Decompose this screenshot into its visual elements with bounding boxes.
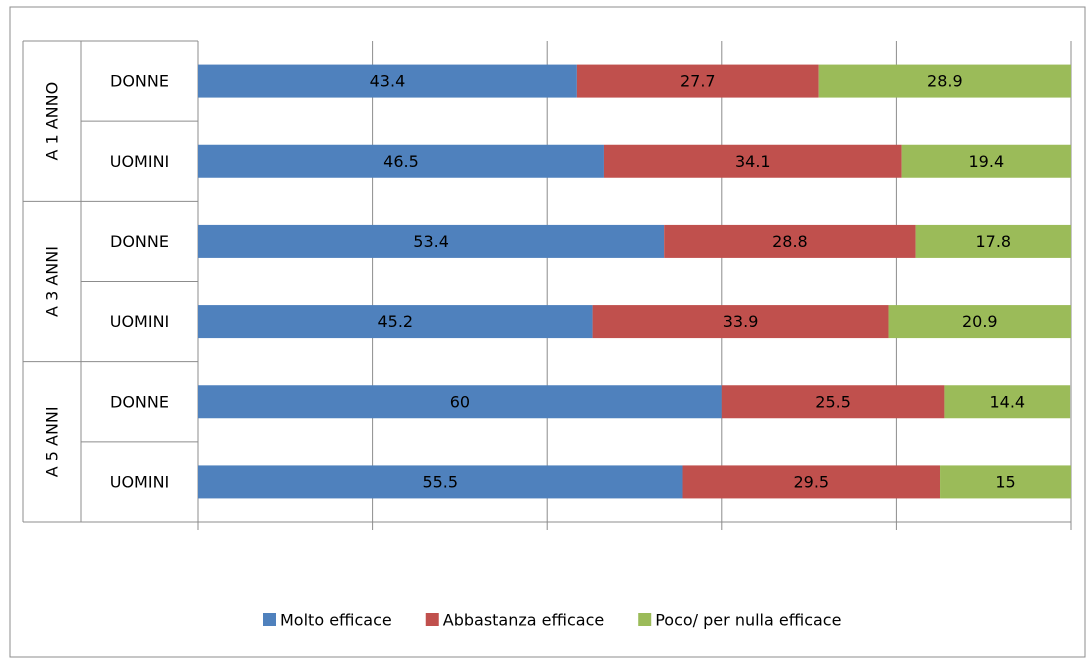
data-label: 33.9 <box>723 312 759 331</box>
group-label: A 3 ANNI <box>43 246 62 317</box>
data-label: 17.8 <box>975 232 1011 251</box>
bar-segment <box>682 465 941 499</box>
bar-segment <box>664 224 916 258</box>
data-label: 43.4 <box>370 72 406 91</box>
bar-segment <box>592 305 889 339</box>
bar-segment <box>576 64 819 98</box>
data-label: 20.9 <box>962 312 998 331</box>
data-label: 29.5 <box>793 472 829 491</box>
category-label: DONNE <box>110 232 169 251</box>
category-label: UOMINI <box>110 152 170 171</box>
data-label: 25.5 <box>815 392 851 411</box>
data-label: 15 <box>995 472 1015 491</box>
bar-segment <box>944 385 1071 419</box>
data-label: 46.5 <box>383 152 419 171</box>
data-label: 34.1 <box>735 152 771 171</box>
data-label: 27.7 <box>680 72 716 91</box>
legend-swatch <box>263 613 276 626</box>
bar-segment <box>603 144 902 178</box>
bar-segment <box>198 465 683 499</box>
bar-segment <box>901 144 1071 178</box>
legend: Molto efficace Abbastanza efficace Poco/ p… <box>263 611 841 630</box>
bar-segment <box>721 385 945 419</box>
legend-label: Poco/ per nulla efficace <box>655 611 841 630</box>
bars: 43.4 27.7 28.9 46.5 34.1 19.4 53.4 28.8 17.8 45.2… <box>198 64 1071 499</box>
group-label: A 1 ANNO <box>43 82 62 161</box>
data-label: 14.4 <box>989 392 1025 411</box>
bar-segment <box>198 144 604 178</box>
bar-segment <box>198 64 577 98</box>
category-label: DONNE <box>110 72 169 91</box>
data-label: 55.5 <box>422 472 458 491</box>
category-axis-labels: A 1 ANNO A 3 ANNI A 5 ANNI DONNE UOMINI DONNE… <box>22 40 198 523</box>
legend-label: Molto efficace <box>280 611 392 630</box>
bar-segment <box>888 305 1071 339</box>
legend-swatch <box>425 613 439 626</box>
bar-segment <box>818 64 1071 98</box>
data-label: 19.4 <box>969 152 1005 171</box>
data-label: 45.2 <box>377 312 413 331</box>
data-label: 60 <box>450 392 470 411</box>
category-label: DONNE <box>110 392 169 411</box>
bar-segment <box>198 305 593 339</box>
bar-segment <box>915 224 1071 258</box>
bar-segment <box>198 224 665 258</box>
category-label: UOMINI <box>110 472 170 491</box>
bar-segment <box>940 465 1071 499</box>
category-label: UOMINI <box>110 312 170 331</box>
data-label: 53.4 <box>413 232 449 251</box>
group-label: A 5 ANNI <box>43 406 62 477</box>
bar-segment <box>198 385 722 419</box>
legend-label: Abbastanza efficace <box>443 611 604 630</box>
data-label: 28.8 <box>772 232 808 251</box>
data-label: 28.9 <box>927 72 963 91</box>
legend-swatch <box>638 613 652 626</box>
